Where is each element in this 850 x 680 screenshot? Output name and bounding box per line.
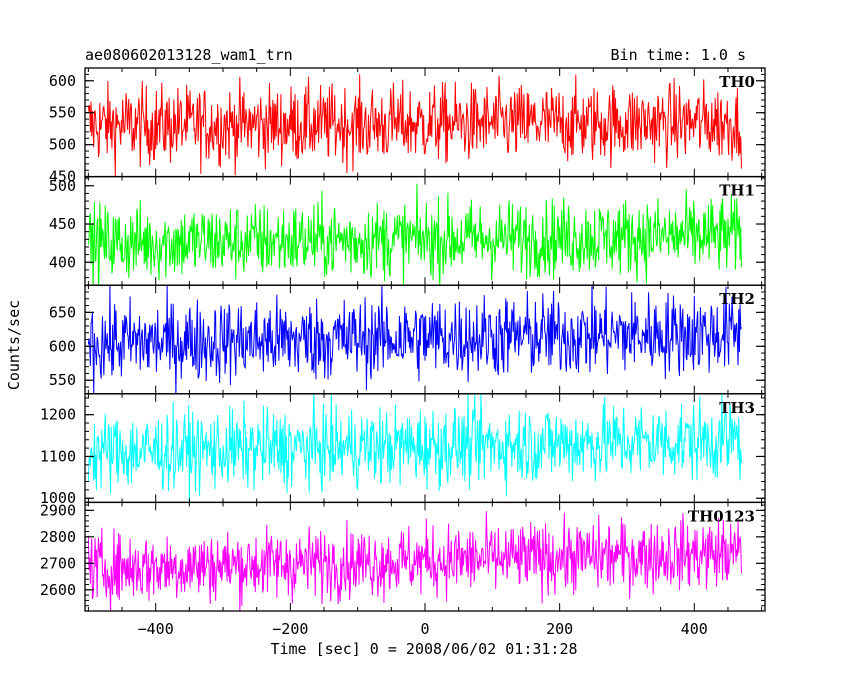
- series-line-th0: [87, 74, 742, 177]
- panel-th0: 450 500 550 600 TH0: [49, 67, 766, 186]
- series-line-th0123: [87, 511, 742, 611]
- y-tick-label: 1100: [40, 447, 76, 465]
- x-tick-label: −400: [138, 620, 174, 638]
- y-tick-label: 600: [49, 337, 76, 355]
- y-tick-label: 600: [49, 72, 76, 90]
- panel-th0123: 2600 2700 2800 2900 TH0123: [40, 501, 766, 612]
- y-tick-label: 1000: [40, 489, 76, 507]
- series-label-th0123: TH0123: [688, 507, 755, 525]
- y-tick-label: 2800: [40, 528, 76, 546]
- y-tick-label: 550: [49, 371, 76, 389]
- y-axis-label: Counts/sec: [5, 300, 23, 390]
- series-label-th2: TH2: [719, 290, 755, 308]
- series-line-th2: [87, 285, 742, 394]
- series-label-th1: TH1: [719, 182, 755, 200]
- x-tick-label: −200: [272, 620, 308, 638]
- x-tick-label: 200: [546, 620, 573, 638]
- series-line-th1: [87, 183, 742, 286]
- figure-title: ae080602013128_wam1_trn: [85, 46, 293, 64]
- y-tick-label: 500: [49, 136, 76, 154]
- y-tick-label: 1200: [40, 406, 76, 424]
- x-tick-label: 0: [420, 620, 429, 638]
- y-tick-label: 450: [49, 215, 76, 233]
- y-tick-label: 2900: [40, 501, 76, 519]
- y-tick-label: 450: [49, 168, 76, 186]
- series-label-th3: TH3: [719, 399, 755, 417]
- panel-th1: 400 450 500 TH1: [49, 175, 766, 286]
- bin-time-label: Bin time: 1.0 s: [611, 46, 746, 64]
- series-label-th0: TH0: [719, 73, 755, 91]
- y-tick-label: 400: [49, 253, 76, 271]
- y-tick-label: 550: [49, 104, 76, 122]
- x-axis-label: Time [sec] 0 = 2008/06/02 01:31:28: [270, 640, 577, 658]
- x-tick-label: 400: [681, 620, 708, 638]
- y-tick-label: 500: [49, 177, 76, 195]
- panel-th3: 1000 1100 1200 TH3: [40, 393, 766, 507]
- panel-th2: 550 600 650 TH2: [49, 284, 766, 395]
- y-tick-label: 2700: [40, 554, 76, 572]
- y-tick-label: 2600: [40, 581, 76, 599]
- y-tick-label: 650: [49, 303, 76, 321]
- series-line-th3: [87, 393, 742, 503]
